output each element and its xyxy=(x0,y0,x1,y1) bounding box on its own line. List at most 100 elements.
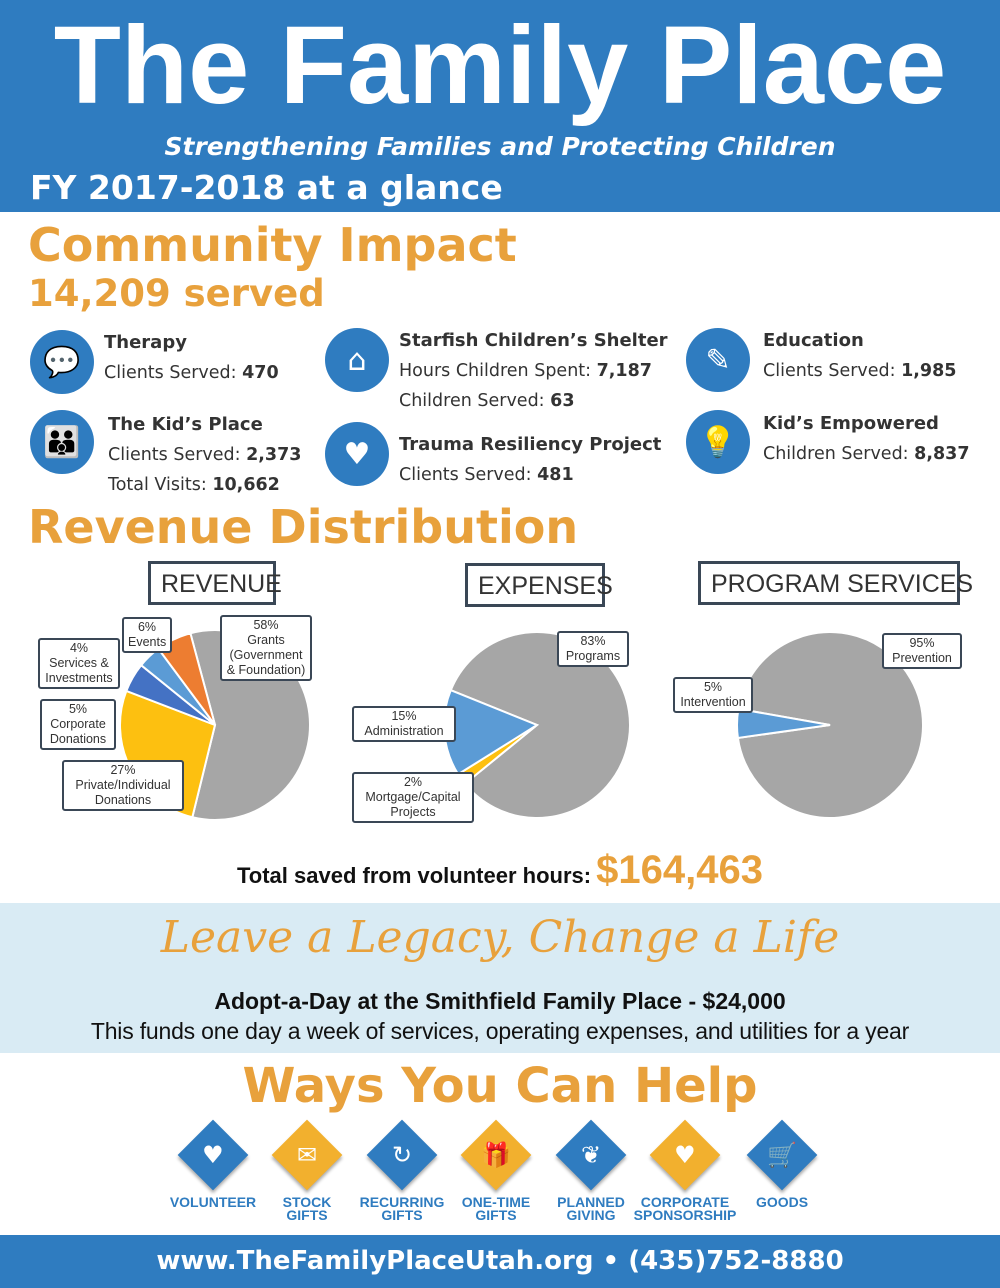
help-option[interactable]: ♥ VOLUNTEER xyxy=(158,1119,268,1210)
program-stat: Clients Served: 470 xyxy=(104,358,279,388)
revenue-heading: Revenue Distribution xyxy=(28,500,579,554)
pie-data-label: 5% Corporate Donations xyxy=(40,699,116,750)
help-label: VOLUNTEER xyxy=(169,1194,257,1210)
ways-to-help-heading: Ways You Can Help xyxy=(242,1058,758,1114)
program-name: The Kid’s Place xyxy=(108,414,263,435)
stat-label: Clients Served: xyxy=(399,465,538,485)
help-label: GOODS xyxy=(755,1194,809,1210)
pie-data-label: 15% Administration xyxy=(352,706,456,742)
help-label: CORPORATE xyxy=(640,1194,730,1210)
stat-value: 10,662 xyxy=(212,475,280,495)
slice-label: Services & Investments xyxy=(45,656,113,685)
revenue-chart-title: REVENUE xyxy=(148,561,282,605)
pie-slice-prevention xyxy=(736,631,924,819)
slice-label: Grants (Government & Foundation) xyxy=(226,633,306,677)
program-services-chart-title: PROGRAM SERVICES xyxy=(698,561,973,605)
help-option[interactable]: ❦ PLANNED GIVING xyxy=(536,1119,646,1223)
pie-data-label: 5% Intervention xyxy=(673,677,753,713)
stat-label: Clients Served: xyxy=(108,445,247,465)
volunteer-savings: Total saved from volunteer hours: $164,4… xyxy=(0,848,1000,893)
stat-value: 63 xyxy=(550,391,575,411)
heart-icon: ♥ xyxy=(325,422,389,486)
slice-percent: 15% xyxy=(391,709,417,723)
community-impact-heading: Community Impact xyxy=(28,218,517,272)
pie-data-label: 83% Programs xyxy=(557,631,629,667)
adopt-a-day: Adopt-a-Day at the Smithfield Family Pla… xyxy=(214,988,786,1014)
help-option[interactable]: 🛒 GOODS xyxy=(727,1119,837,1210)
program-item: Starfish Children’s Shelter Hours Childre… xyxy=(399,326,668,416)
stat-label: Total Visits: xyxy=(108,475,213,495)
pie-data-label: 2% Mortgage/Capital Projects xyxy=(352,772,474,823)
program-name: Therapy xyxy=(104,332,187,353)
expenses-chart-title: EXPENSES xyxy=(465,563,613,607)
program-item: Therapy Clients Served: 470 xyxy=(104,328,279,388)
slice-percent: 4% xyxy=(69,641,89,655)
slice-percent: 2% xyxy=(403,775,423,789)
help-label: STOCK xyxy=(282,1194,332,1210)
help-option[interactable]: 🎁 ONE-TIME GIFTS xyxy=(441,1119,551,1223)
stock-envelope-icon: ✉ xyxy=(271,1119,343,1191)
slice-label: Private/Individual Donations xyxy=(75,778,171,807)
heart-hands-icon: ♥ xyxy=(177,1119,249,1191)
help-label-2: GIFTS xyxy=(475,1207,517,1223)
adopt-a-day-description: This funds one day a week of services, o… xyxy=(90,1018,910,1044)
pie-data-label: 58% Grants (Government & Foundation) xyxy=(220,615,312,681)
stat-value: 8,837 xyxy=(914,444,970,464)
help-label-2: GIVING xyxy=(566,1207,616,1223)
fiscal-year: FY 2017-2018 at a glance xyxy=(30,168,503,207)
pie-data-label: 6% Events xyxy=(122,617,172,653)
slice-percent: 58% xyxy=(253,618,279,632)
tagline: Strengthening Families and Protecting Ch… xyxy=(164,132,836,161)
legacy-script: Leave a Legacy, Change a Life xyxy=(160,912,840,963)
house-icon: ⌂ xyxy=(325,328,389,392)
shopping-cart-icon: 🛒 xyxy=(746,1119,818,1191)
help-label: PLANNED xyxy=(557,1194,625,1210)
help-label-2: GIFTS xyxy=(286,1207,328,1223)
pie-data-label: 27% Private/Individual Donations xyxy=(62,760,184,811)
slice-percent: 5% xyxy=(703,680,723,694)
speech-bubble-icon: 💬 xyxy=(30,330,94,394)
lightbulb-icon: 💡 xyxy=(686,410,750,474)
help-label: ONE-TIME xyxy=(461,1194,531,1210)
pie-charts xyxy=(119,629,924,821)
program-name: Kid’s Empowered xyxy=(763,413,939,434)
stat-value: 1,985 xyxy=(901,361,957,381)
program-name: Education xyxy=(763,330,864,351)
slice-label: Prevention xyxy=(892,651,952,665)
pie-data-label: 95% Prevention xyxy=(882,633,962,669)
program-stat: Clients Served: 1,985 xyxy=(763,356,956,386)
slice-label: Events xyxy=(128,635,167,649)
stat-value: 7,187 xyxy=(596,361,652,381)
pie-data-label: 4% Services & Investments xyxy=(38,638,120,689)
stat-label: Clients Served: xyxy=(763,361,902,381)
group-icon: 👪 xyxy=(30,410,94,474)
legacy-band xyxy=(0,903,1000,1053)
volunteer-savings-label: Total saved from volunteer hours: xyxy=(236,863,592,888)
program-stat: Total Visits: 10,662 xyxy=(108,470,301,500)
stat-value: 2,373 xyxy=(246,445,302,465)
plant-hand-icon: ❦ xyxy=(555,1119,627,1191)
stat-label: Children Served: xyxy=(399,391,551,411)
page-title: The Family Place xyxy=(53,4,947,127)
slice-percent: 6% xyxy=(137,620,157,634)
footer-contact[interactable]: www.TheFamilyPlaceUtah.org • (435)752-88… xyxy=(0,1235,1000,1288)
gift-hand-icon: 🎁 xyxy=(460,1119,532,1191)
program-item: Kid’s Empowered Children Served: 8,837 xyxy=(763,409,970,469)
stat-label: Children Served: xyxy=(763,444,915,464)
slice-label: Administration xyxy=(364,724,444,738)
slice-label: Corporate Donations xyxy=(49,717,107,746)
help-option[interactable]: ↻ RECURRING GIFTS xyxy=(347,1119,457,1222)
help-option[interactable]: ✉ STOCK GIFTS xyxy=(252,1119,362,1223)
help-option[interactable]: ♥ CORPORATE SPONSORSHIP xyxy=(630,1119,740,1222)
recurring-gift-icon: ↻ xyxy=(366,1119,438,1191)
stat-label: Clients Served: xyxy=(104,363,243,383)
slice-percent: 27% xyxy=(110,763,136,777)
program-name: Trauma Resiliency Project xyxy=(399,434,662,455)
slice-percent: 5% xyxy=(68,702,88,716)
program-stat: Children Served: 63 xyxy=(399,386,668,416)
pie-slice-programs xyxy=(449,631,631,819)
stat-value: 481 xyxy=(537,465,574,485)
volunteer-savings-value: $164,463 xyxy=(596,848,764,892)
program-stat: Hours Children Spent: 7,187 xyxy=(399,356,668,386)
stat-label: Hours Children Spent: xyxy=(399,361,597,381)
